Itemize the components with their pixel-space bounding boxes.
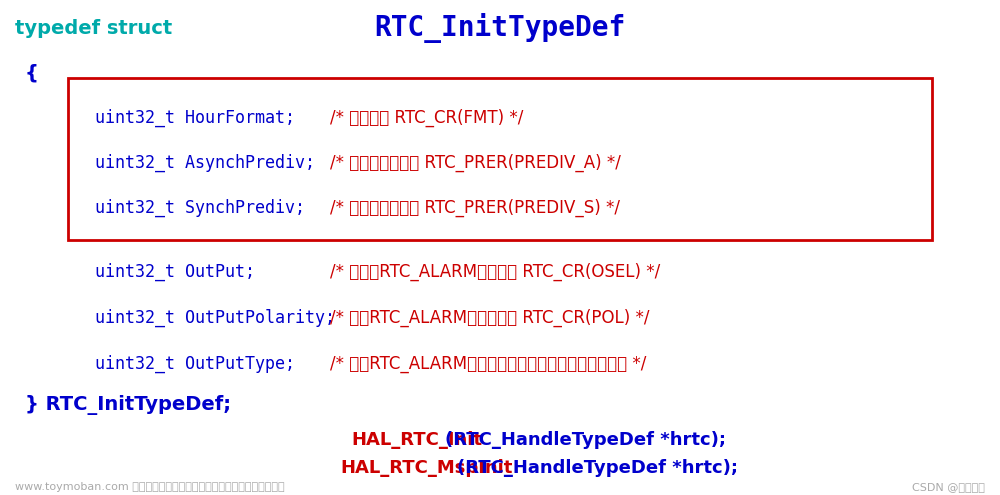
- Text: /* 设置RTC_ALARM的输出类型为开漏输出还是推挽输出 */: /* 设置RTC_ALARM的输出类型为开漏输出还是推挽输出 */: [330, 355, 646, 373]
- Text: uint32_t SynchPrediv;: uint32_t SynchPrediv;: [95, 199, 305, 217]
- Text: uint32_t OutPutType;: uint32_t OutPutType;: [95, 355, 295, 373]
- Text: {: {: [25, 63, 39, 83]
- Text: RTC_InitTypeDef: RTC_InitTypeDef: [374, 13, 626, 43]
- Text: } RTC_InitTypeDef;: } RTC_InitTypeDef;: [25, 395, 231, 415]
- Text: HAL_RTC_Init: HAL_RTC_Init: [352, 431, 483, 449]
- Text: uint32_t AsynchPrediv;: uint32_t AsynchPrediv;: [95, 154, 315, 172]
- Text: uint32_t HourFormat;: uint32_t HourFormat;: [95, 109, 295, 127]
- Bar: [68, 78, 932, 240]
- Text: /* 设置RTC_ALARM的输出极性 RTC_CR(POL) */: /* 设置RTC_ALARM的输出极性 RTC_CR(POL) */: [330, 309, 650, 327]
- Text: HAL_RTC_MspInit: HAL_RTC_MspInit: [340, 459, 512, 477]
- Text: CSDN @咋嚌年糕: CSDN @咋嚌年糕: [912, 482, 985, 492]
- Text: (RTC_HandleTypeDef *hrtc);: (RTC_HandleTypeDef *hrtc);: [445, 431, 726, 449]
- Text: /* 异步预分频系数 RTC_PRER(PREDIV_A) */: /* 异步预分频系数 RTC_PRER(PREDIV_A) */: [330, 154, 621, 172]
- Text: typedef struct: typedef struct: [15, 18, 172, 38]
- Text: /* 小时格式 RTC_CR(FMT) */: /* 小时格式 RTC_CR(FMT) */: [330, 109, 523, 127]
- Text: (RTC_HandleTypeDef *hrtc);: (RTC_HandleTypeDef *hrtc);: [457, 459, 738, 477]
- Text: uint32_t OutPutPolarity;: uint32_t OutPutPolarity;: [95, 309, 335, 327]
- Text: uint32_t OutPut;: uint32_t OutPut;: [95, 263, 255, 281]
- Text: /* 同步预分频系数 RTC_PRER(PREDIV_S) */: /* 同步预分频系数 RTC_PRER(PREDIV_S) */: [330, 199, 620, 217]
- Text: www.toymoban.com 网络图片仅供展示，非存储，如有侵权请联系删除。: www.toymoban.com 网络图片仅供展示，非存储，如有侵权请联系删除。: [15, 482, 285, 492]
- Text: /* 连接到RTC_ALARM输出标志 RTC_CR(OSEL) */: /* 连接到RTC_ALARM输出标志 RTC_CR(OSEL) */: [330, 263, 660, 281]
